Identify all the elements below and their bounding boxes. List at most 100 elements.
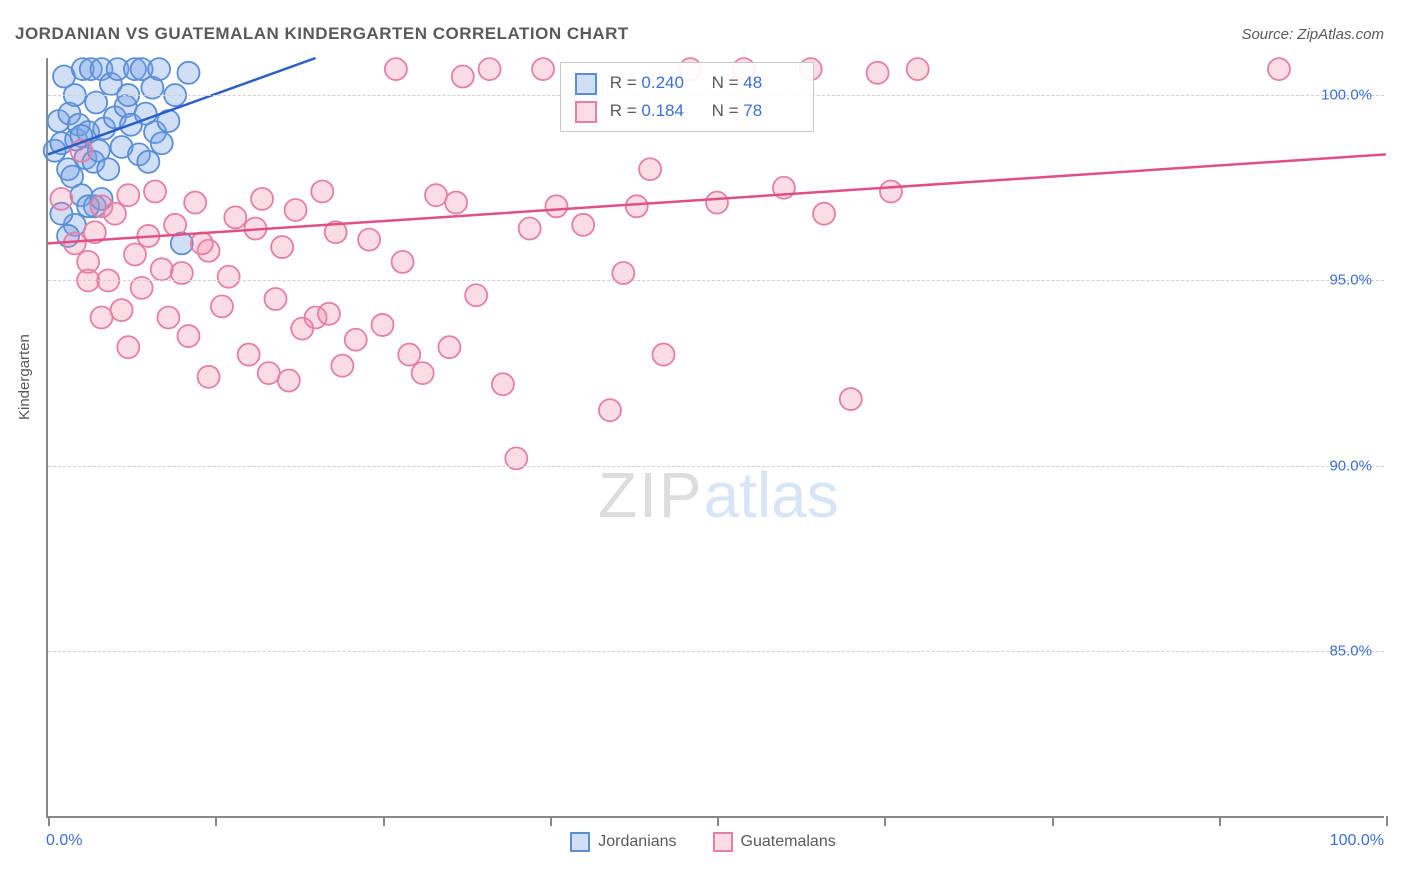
data-point [1268, 58, 1290, 80]
grid-line [48, 466, 1384, 467]
x-tick [1386, 816, 1388, 826]
r-label: R = [610, 101, 637, 120]
data-point [64, 232, 86, 254]
data-point [438, 336, 460, 358]
data-point [358, 229, 380, 251]
data-point [191, 232, 213, 254]
data-point [144, 180, 166, 202]
data-point [626, 195, 648, 217]
legend-swatch [713, 832, 733, 852]
data-point [639, 158, 661, 180]
x-tick [717, 816, 719, 826]
trend-line [48, 154, 1386, 243]
data-point [452, 66, 474, 88]
data-point [198, 366, 220, 388]
series-legend: Jordanians Guatemalans [0, 832, 1406, 852]
data-point [572, 214, 594, 236]
stats-legend: R = 0.240 N = 48 R = 0.184 N = 78 [560, 62, 814, 132]
data-point [104, 203, 126, 225]
data-point [264, 288, 286, 310]
data-point [151, 132, 173, 154]
data-point [177, 325, 199, 347]
chart-svg [48, 58, 1384, 816]
legend-item: Jordanians [570, 832, 676, 852]
x-tick [550, 816, 552, 826]
data-point [599, 399, 621, 421]
data-point [445, 192, 467, 214]
data-point [345, 329, 367, 351]
data-point [124, 243, 146, 265]
data-point [465, 284, 487, 306]
grid-line [48, 280, 1384, 281]
legend-label: Jordanians [598, 833, 676, 850]
data-point [271, 236, 293, 258]
data-point [545, 195, 567, 217]
data-point [111, 299, 133, 321]
data-point [157, 307, 179, 329]
data-point [258, 362, 280, 384]
data-point [479, 58, 501, 80]
n-value: 78 [743, 97, 799, 125]
data-point [151, 258, 173, 280]
data-point [91, 307, 113, 329]
y-tick-label: 85.0% [1329, 643, 1372, 660]
data-point [50, 188, 72, 210]
n-value: 48 [743, 69, 799, 97]
y-axis-label: Kindergarten [16, 334, 33, 420]
data-point [238, 344, 260, 366]
data-point [813, 203, 835, 225]
y-tick-label: 90.0% [1329, 457, 1372, 474]
chart-title: JORDANIAN VS GUATEMALAN KINDERGARTEN COR… [15, 24, 629, 44]
data-point [907, 58, 929, 80]
data-point [177, 62, 199, 84]
data-point [318, 303, 340, 325]
legend-item: Guatemalans [713, 832, 836, 852]
legend-swatch [575, 73, 597, 95]
data-point [412, 362, 434, 384]
data-point [117, 336, 139, 358]
legend-label: Guatemalans [741, 833, 836, 850]
data-point [211, 295, 233, 317]
source-attribution: Source: ZipAtlas.com [1241, 26, 1384, 43]
n-label: N = [712, 101, 739, 120]
stats-legend-row: R = 0.240 N = 48 [575, 69, 799, 97]
data-point [148, 58, 170, 80]
data-point [117, 184, 139, 206]
data-point [184, 192, 206, 214]
data-point [425, 184, 447, 206]
x-tick [48, 816, 50, 826]
data-point [331, 355, 353, 377]
r-label: R = [610, 73, 637, 92]
data-point [706, 192, 728, 214]
data-point [372, 314, 394, 336]
data-point [532, 58, 554, 80]
data-point [840, 388, 862, 410]
y-tick-label: 100.0% [1321, 87, 1372, 104]
data-point [398, 344, 420, 366]
n-label: N = [712, 73, 739, 92]
data-point [218, 266, 240, 288]
legend-swatch [575, 101, 597, 123]
data-point [164, 214, 186, 236]
r-value: 0.184 [641, 97, 697, 125]
x-tick [884, 816, 886, 826]
x-tick [1219, 816, 1221, 826]
data-point [652, 344, 674, 366]
data-point [880, 180, 902, 202]
x-tick [1052, 816, 1054, 826]
data-point [311, 180, 333, 202]
data-point [97, 158, 119, 180]
data-point [385, 58, 407, 80]
data-point [492, 373, 514, 395]
data-point [285, 199, 307, 221]
data-point [519, 218, 541, 240]
legend-swatch [570, 832, 590, 852]
r-value: 0.240 [641, 69, 697, 97]
data-point [251, 188, 273, 210]
x-tick [383, 816, 385, 826]
grid-line [48, 651, 1384, 652]
plot-area: ZIPatlas 85.0%90.0%95.0%100.0% [46, 58, 1384, 818]
data-point [137, 151, 159, 173]
y-tick-label: 95.0% [1329, 272, 1372, 289]
stats-legend-row: R = 0.184 N = 78 [575, 97, 799, 125]
